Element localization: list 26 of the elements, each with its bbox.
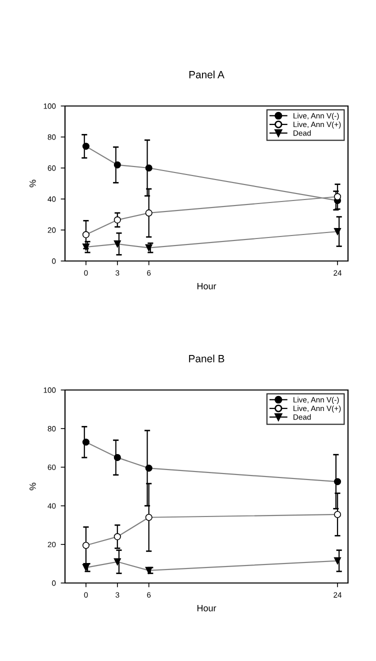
point: [145, 209, 152, 216]
chart-title: Panel B: [189, 354, 224, 362]
point: [114, 454, 121, 462]
point: [334, 193, 342, 200]
point: [145, 514, 152, 521]
point: [82, 438, 90, 446]
point: [145, 164, 152, 172]
point: [82, 542, 90, 549]
point: [82, 231, 90, 238]
y-axis-title: %: [30, 482, 36, 490]
point: [334, 228, 342, 236]
point: [82, 142, 90, 150]
point: [114, 161, 121, 168]
point: [334, 510, 342, 518]
chart-title: Panel A: [189, 70, 224, 78]
x-axis-title: Hour: [197, 605, 216, 612]
x-axis-title: Hour: [197, 283, 216, 290]
point: [114, 216, 121, 224]
point: [114, 558, 121, 566]
point: [145, 464, 152, 472]
point: [334, 478, 342, 486]
point: [114, 240, 121, 248]
point: [145, 244, 152, 252]
y-axis-title: %: [30, 180, 36, 188]
point: [114, 533, 121, 540]
point: [334, 557, 342, 564]
